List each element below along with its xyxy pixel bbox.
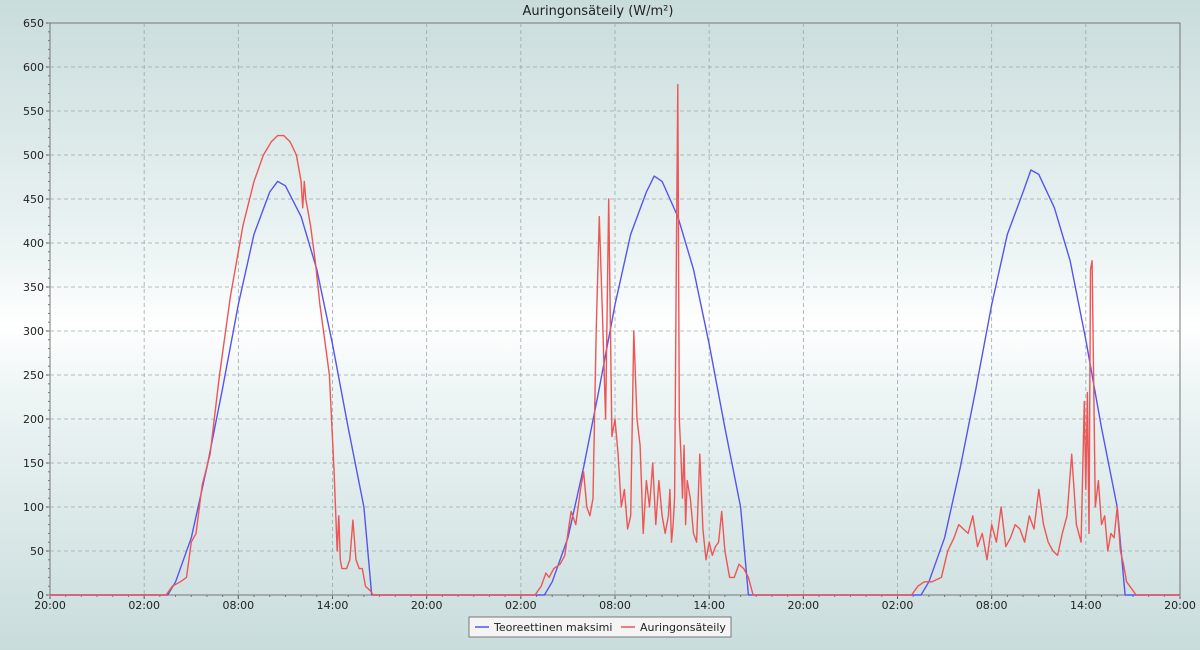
legend-box	[468, 616, 732, 638]
x-tick-label: 20:00	[34, 599, 66, 612]
chart-title: Auringonsäteily (W/m²)	[523, 4, 674, 19]
series-layer	[50, 83, 1180, 596]
y-tick-label: 200	[23, 413, 44, 426]
grid-lines	[50, 23, 1180, 595]
x-tick-label: 08:00	[599, 599, 631, 612]
y-tick-label: 150	[23, 457, 44, 470]
y-tick-label: 100	[23, 501, 44, 514]
legend: Teoreettinen maksimi Auringonsäteily	[468, 616, 732, 638]
y-tick-label: 350	[23, 281, 44, 294]
x-tick-label: 14:00	[317, 599, 349, 612]
y-tick-label: 600	[23, 61, 44, 74]
y-tick-label: 650	[23, 17, 44, 30]
y-axis: 0 50 100 150 200 250 300 350 400 450 500 550 600 650	[23, 17, 50, 602]
y-tick-label: 450	[23, 193, 44, 206]
x-tick-label: 08:00	[976, 599, 1008, 612]
x-tick-label: 20:00	[411, 599, 443, 612]
y-tick-label: 250	[23, 369, 44, 382]
series-line-solar-radiation	[50, 83, 1180, 596]
y-tick-label: 550	[23, 105, 44, 118]
x-tick-label: 02:00	[505, 599, 537, 612]
series-line-theoretical-max	[50, 169, 1180, 596]
x-tick-label: 08:00	[222, 599, 254, 612]
legend-label: Auringonsäteily	[640, 621, 726, 634]
x-tick-label: 02:00	[128, 599, 160, 612]
y-tick-label: 300	[23, 325, 44, 338]
x-tick-label: 20:00	[787, 599, 819, 612]
x-axis: 20:00 02:00 08:00 14:00 20:00 02:00 08:00 14:00…	[34, 595, 1196, 612]
x-tick-label: 20:00	[1164, 599, 1196, 612]
y-tick-label: 500	[23, 149, 44, 162]
y-tick-label: 400	[23, 237, 44, 250]
x-tick-label: 02:00	[882, 599, 914, 612]
legend-label: Teoreettinen maksimi	[493, 621, 612, 634]
y-tick-label: 0	[37, 589, 44, 602]
x-tick-label: 14:00	[1070, 599, 1102, 612]
y-tick-label: 50	[30, 545, 44, 558]
x-tick-label: 14:00	[693, 599, 725, 612]
